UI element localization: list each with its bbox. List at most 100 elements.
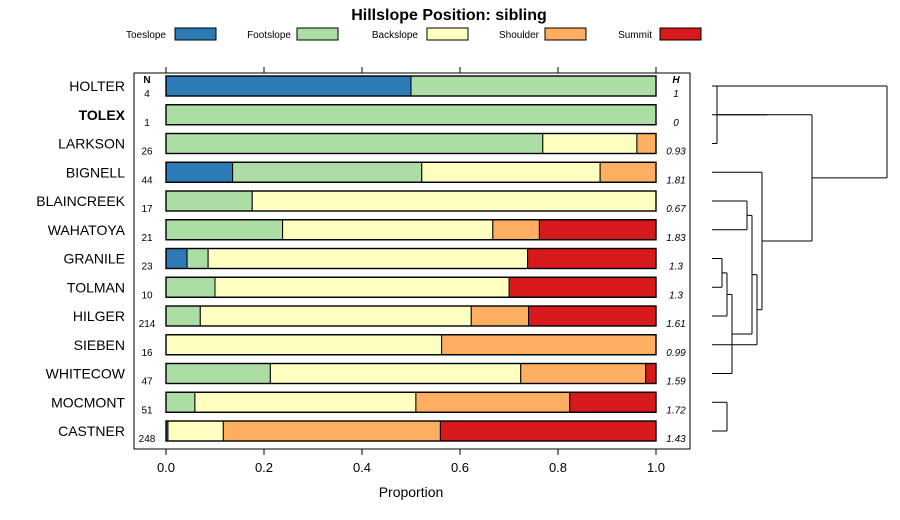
bars-group <box>165 75 657 442</box>
h-value-wahatoya: 1.83 <box>666 233 686 244</box>
bar-segment-granile-backslope <box>207 248 529 269</box>
bar-segment-sieben-backslope <box>165 334 443 356</box>
n-value-larkson: 26 <box>141 147 153 158</box>
bar-segment-whitecow-summit <box>645 363 657 384</box>
bar-segment-larkson-footslope <box>165 133 544 154</box>
legend-swatch-toeslope <box>174 27 217 41</box>
h-value-blaincreek: 0.67 <box>666 204 686 215</box>
n-value-hilger: 214 <box>139 319 156 330</box>
h-value-granile: 1.3 <box>669 262 683 273</box>
legend-swatch-shoulder <box>544 27 587 41</box>
bar-segment-sieben-shoulder <box>441 334 657 356</box>
bar-segment-wahatoya-summit <box>538 219 657 241</box>
row-label-tolman: TOLMAN <box>67 279 125 295</box>
row-label-mocmont: MOCMONT <box>51 394 125 410</box>
bar-segment-mocmont-backslope <box>194 391 417 413</box>
bar-segment-hilger-backslope <box>199 305 472 327</box>
top-ticks <box>165 67 657 73</box>
row-label-sieben: SIEBEN <box>74 337 125 353</box>
h-value-castner: 1.43 <box>666 434 686 445</box>
bar-segment-hilger-summit <box>528 305 657 327</box>
bar-segment-larkson-backslope <box>542 133 638 154</box>
legend-swatch-backslope <box>426 27 469 41</box>
n-value-granile: 23 <box>141 262 153 273</box>
bar-outline-tolex <box>165 104 657 126</box>
row-label-holter: HOLTER <box>69 78 125 94</box>
n-header: N <box>143 75 150 86</box>
bar-segment-hilger-shoulder <box>470 305 530 327</box>
bar-outline-castner <box>165 420 657 442</box>
chart-title: Hillslope Position: sibling <box>351 7 547 24</box>
bar-outline-mocmont <box>165 391 657 413</box>
bar-segment-castner-summit <box>439 420 657 442</box>
bar-outline-sieben <box>165 334 657 356</box>
h-value-tolman: 1.3 <box>669 290 683 301</box>
bar-segment-larkson-shoulder <box>636 133 657 154</box>
bar-outline-whitecow <box>165 362 657 385</box>
legend-label-summit: Summit <box>618 30 652 41</box>
bar-segment-wahatoya-backslope <box>282 219 494 241</box>
bar-outline-tolman <box>165 276 657 298</box>
bar-segment-bignell-footslope <box>232 161 423 183</box>
h-value-holter: 1 <box>673 89 679 100</box>
bar-segment-bignell-shoulder <box>599 161 657 183</box>
row-label-castner: CASTNER <box>58 423 125 439</box>
h-value-bignell: 1.81 <box>666 175 685 186</box>
h-header: H <box>672 75 680 86</box>
row-label-tolex: TOLEX <box>79 107 126 123</box>
n-value-whitecow: 47 <box>141 377 153 388</box>
bar-segment-holter-footslope <box>410 75 657 97</box>
bar-outline-hilger <box>165 305 657 327</box>
bar-segment-hilger-footslope <box>165 305 201 327</box>
x-tick-label-0: 0.0 <box>157 460 175 475</box>
n-value-sieben: 16 <box>141 348 153 359</box>
bar-segment-castner-backslope <box>167 420 224 442</box>
h-value-hilger: 1.61 <box>666 319 685 330</box>
bar-segment-bignell-toeslope <box>165 161 234 183</box>
row-label-hilger: HILGER <box>73 308 125 324</box>
x-tick-label-3: 0.6 <box>451 460 469 475</box>
n-value-mocmont: 51 <box>141 405 153 416</box>
n-value-bignell: 44 <box>141 175 153 186</box>
n-value-holter: 4 <box>144 89 150 100</box>
n-value-blaincreek: 17 <box>141 204 153 215</box>
bar-segment-tolex-footslope <box>165 104 657 126</box>
bar-segment-whitecow-backslope <box>269 363 522 384</box>
bar-outline-wahatoya <box>165 219 657 241</box>
bar-outline-blaincreek <box>165 190 657 212</box>
bar-segment-granile-summit <box>527 248 657 269</box>
x-tick-label-5: 1.0 <box>647 460 665 475</box>
row-label-wahatoya: WAHATOYA <box>48 222 126 238</box>
bar-segment-castner-shoulder <box>222 420 441 442</box>
legend-swatch-summit <box>659 27 702 41</box>
h-value-mocmont: 1.72 <box>666 405 686 416</box>
x-tick-label-2: 0.4 <box>353 460 371 475</box>
bar-segment-tolman-backslope <box>214 276 510 298</box>
bar-segment-mocmont-summit <box>569 391 657 413</box>
dendrogram <box>712 85 888 432</box>
legend: Toeslope Footslope Backslope Shoulder Summit <box>126 27 702 41</box>
x-axis-title: Proportion <box>379 484 444 500</box>
x-tick-label-4: 0.8 <box>549 460 567 475</box>
row-label-whitecow: WHITECOW <box>46 366 126 382</box>
bar-outline-bignell <box>165 161 657 183</box>
legend-label-shoulder: Shoulder <box>499 30 540 41</box>
bar-segment-tolman-footslope <box>165 276 216 298</box>
x-tick-label-1: 0.2 <box>255 460 273 475</box>
legend-label-toeslope: Toeslope <box>126 30 166 41</box>
h-value-whitecow: 1.59 <box>666 377 686 388</box>
bar-segment-whitecow-footslope <box>165 363 271 384</box>
bar-outline-granile <box>165 247 657 270</box>
x-axis: 0.0 0.2 0.4 0.6 0.8 1.0 <box>157 449 665 475</box>
legend-label-backslope: Backslope <box>372 30 419 41</box>
row-label-granile: GRANILE <box>64 251 125 267</box>
row-label-bignell: BIGNELL <box>66 164 125 180</box>
legend-swatch-footslope <box>296 27 339 41</box>
n-value-castner: 248 <box>139 434 156 445</box>
bar-segment-granile-toeslope <box>165 248 188 269</box>
bar-segment-mocmont-shoulder <box>415 391 571 413</box>
n-value-tolex: 1 <box>144 118 150 129</box>
bar-segment-mocmont-footslope <box>165 391 196 413</box>
bar-segment-wahatoya-footslope <box>165 219 284 241</box>
